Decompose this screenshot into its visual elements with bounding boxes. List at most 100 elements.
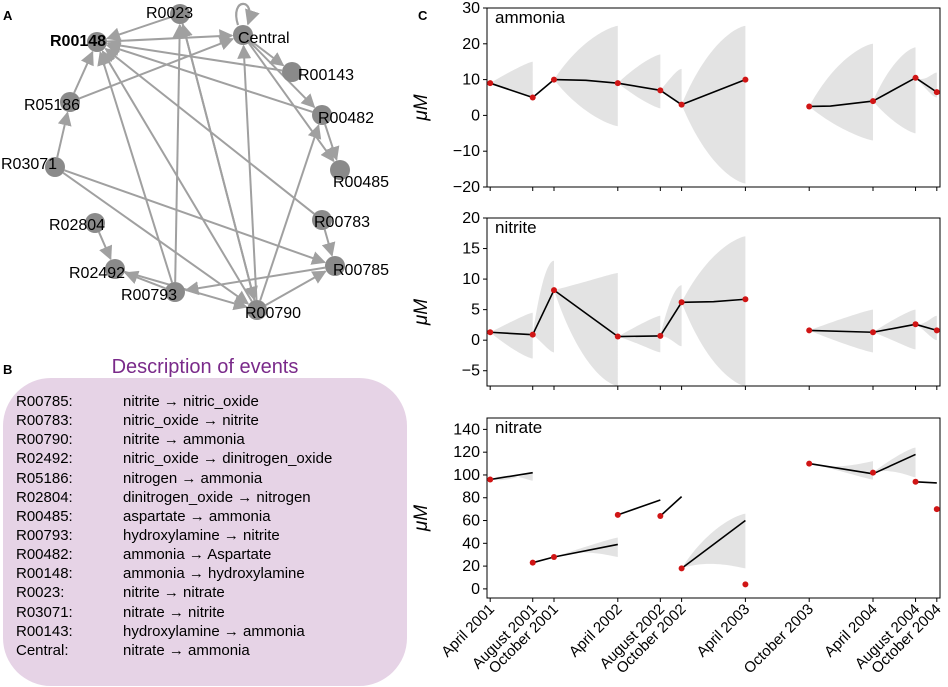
observation-point — [529, 94, 536, 101]
observation-point — [657, 87, 664, 94]
event-row: R00143: hydroxylamine → ammonia — [16, 622, 332, 641]
event-reaction: nitric_oxide → nitrite — [123, 412, 259, 430]
plot-frame — [486, 417, 941, 599]
event-code: R02492: — [16, 450, 73, 468]
uncertainty-cone — [809, 43, 874, 141]
y-tick-label: 140 — [453, 421, 480, 438]
network-edge — [78, 36, 235, 100]
network-edge — [106, 38, 283, 72]
uncertainty-cone — [553, 537, 618, 557]
observation-point — [870, 469, 877, 476]
network-edge-self-loop — [235, 2, 260, 26]
network-edge — [56, 111, 72, 158]
network-edge — [321, 229, 336, 257]
event-reaction: nitrite → nitrate — [123, 584, 225, 602]
observation-point — [529, 331, 536, 338]
network-node-label: R00793 — [121, 287, 177, 304]
trend-segment — [532, 556, 555, 564]
event-code: Central: — [16, 641, 69, 659]
event-code: R00790: — [16, 431, 73, 449]
uncertainty-cone — [809, 461, 874, 480]
event-row: R05186: nitrogen → ammonia — [16, 469, 332, 488]
uncertainty-cone — [617, 315, 661, 353]
y-tick-label: 100 — [453, 467, 480, 484]
network-node-r0023 — [170, 4, 190, 24]
event-reaction: hydroxylamine → nitrite — [123, 526, 280, 544]
observation-point — [742, 581, 749, 588]
network-edge — [62, 171, 250, 305]
network-node-label: R00148 — [50, 33, 106, 50]
reaction-network-diagram: R0023 Central R00143 R00482 R00485 R00783 R007… — [1, 2, 389, 322]
network-node-r02804 — [85, 213, 105, 233]
event-code: R00785: — [16, 393, 73, 410]
network-edge — [64, 169, 326, 265]
trend-segment — [809, 462, 874, 475]
event-row: R02804: dinitrogen_oxide → nitrogen — [16, 488, 332, 507]
network-node-central — [233, 25, 253, 45]
event-code: R03071: — [16, 603, 73, 621]
chart-title: nitrite — [495, 218, 537, 237]
network-edge — [237, 44, 258, 301]
event-row: R02492: nitric_oxide → dinitrogen_oxide — [16, 449, 332, 468]
event-reaction: ammonia → hydroxylamine — [123, 565, 305, 583]
panel-b-letter: B — [3, 362, 13, 377]
y-tick-label: 80 — [462, 490, 480, 507]
observation-point — [614, 511, 621, 518]
y-tick-label: 5 — [471, 302, 480, 319]
trend-segment — [681, 78, 746, 106]
trend-segment — [659, 496, 683, 517]
event-code: R00148: — [16, 565, 73, 583]
plot-frame — [486, 7, 941, 188]
network-node-label: R00785 — [333, 262, 389, 279]
observation-point — [912, 478, 919, 485]
observation-point — [678, 565, 685, 572]
network-node-r05186 — [60, 92, 80, 112]
network-node-r00785 — [325, 256, 345, 276]
event-reaction: nitric_oxide → dinitrogen_oxide — [123, 450, 333, 468]
event-code: R00793: — [16, 526, 73, 544]
event-row: R03071: nitrate → nitrite — [16, 603, 332, 622]
chart-title: ammonia — [495, 8, 565, 27]
network-node-label: Central — [238, 30, 290, 47]
observation-point — [487, 476, 494, 483]
network-node-r00143 — [282, 62, 302, 82]
y-tick-label: 40 — [462, 535, 480, 552]
y-axis-label: μM — [411, 299, 432, 326]
network-edge — [248, 42, 335, 163]
network-node-label: R05186 — [24, 97, 80, 114]
event-code: R00485: — [16, 507, 73, 525]
chart-title: nitrate — [495, 418, 542, 437]
observation-point — [550, 287, 557, 294]
y-tick-label: 20 — [462, 210, 480, 227]
observation-point — [806, 327, 813, 334]
trend-segment — [489, 82, 533, 99]
observation-point — [870, 98, 877, 105]
network-node-label: R02804 — [49, 217, 105, 234]
uncertainty-cone — [681, 236, 746, 386]
observation-point — [678, 299, 685, 306]
observation-point — [806, 460, 813, 467]
observation-point — [912, 74, 919, 81]
observation-point — [529, 559, 536, 566]
panel-a-letter: A — [3, 8, 13, 23]
event-reaction: ammonia → Aspartate — [123, 546, 272, 564]
trend-segment — [872, 77, 916, 102]
uncertainty-cone — [532, 260, 554, 353]
y-tick-label: 0 — [471, 332, 480, 349]
panel-c-letter: C — [418, 8, 428, 23]
y-tick-label: 0 — [471, 581, 480, 598]
network-node-label: R0023 — [146, 5, 193, 22]
trend-segment — [809, 100, 874, 108]
event-code: R05186: — [16, 469, 73, 487]
plot-frame — [486, 217, 941, 387]
network-edge — [106, 29, 234, 44]
y-tick-label: 15 — [462, 241, 480, 258]
event-code: R00783: — [16, 412, 73, 430]
x-tick-label: April 2003 — [693, 601, 753, 661]
network-edge — [172, 23, 187, 283]
event-list: R00785: nitrite → nitric_oxide R00783: nitr… — [16, 392, 332, 660]
trend-segment — [915, 323, 938, 332]
network-node-r00793 — [165, 282, 185, 302]
trend-segment — [659, 301, 683, 337]
event-code: R0023: — [16, 584, 65, 602]
